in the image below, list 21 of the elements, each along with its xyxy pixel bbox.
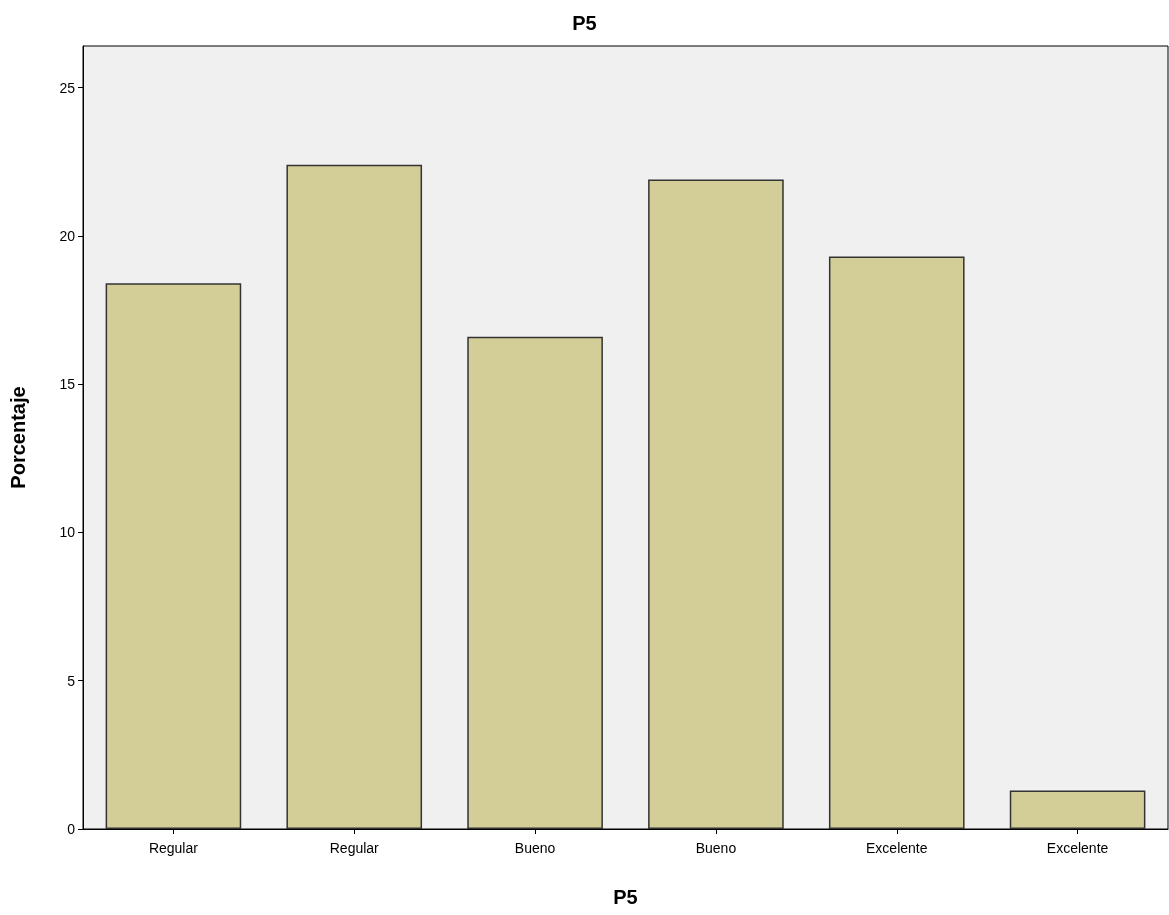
x-tick-label: Excelente — [1046, 840, 1109, 856]
x-tick-label: Excelente — [866, 840, 928, 856]
y-tick-label: 15 — [59, 376, 76, 393]
y-tick-label: 20 — [59, 227, 76, 244]
x-tick-label: Bueno — [514, 840, 556, 856]
y-tick-label: 25 — [59, 79, 76, 96]
y-tick-label: 0 — [67, 821, 76, 837]
bar — [1009, 790, 1146, 829]
y-axis-title: Porcentaje — [7, 386, 29, 489]
chart-title: P5 — [572, 12, 597, 34]
bar — [467, 336, 603, 829]
x-tick-label: Regular — [148, 840, 199, 856]
x-axis-title: P5 — [613, 886, 638, 908]
y-tick-label: 10 — [59, 524, 76, 541]
bar — [286, 164, 423, 829]
bar — [828, 256, 965, 829]
x-tick-label: Regular — [329, 840, 380, 856]
bar — [105, 283, 242, 829]
y-tick-label: 5 — [67, 672, 76, 689]
bar — [648, 179, 784, 829]
x-tick-label: Bueno — [695, 840, 737, 856]
